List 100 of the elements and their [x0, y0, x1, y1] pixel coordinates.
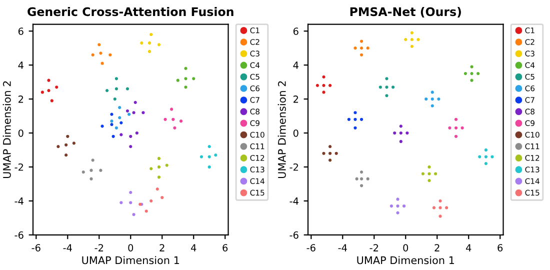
y-tick-label: -6 [14, 231, 24, 239]
point [454, 126, 458, 130]
point [360, 184, 364, 188]
point [129, 201, 132, 204]
point [385, 94, 388, 98]
point [98, 43, 101, 46]
point [366, 177, 370, 180]
point [355, 177, 358, 180]
point [165, 164, 168, 167]
point [438, 199, 442, 202]
point [148, 50, 152, 54]
point [366, 46, 370, 50]
point [360, 118, 364, 121]
point [132, 212, 136, 216]
point [114, 126, 118, 130]
point [82, 170, 85, 174]
y-tick-label: 2 [294, 96, 298, 103]
chart-title: PMSA-Net (Ours) [350, 7, 461, 18]
point [428, 165, 431, 169]
point [108, 53, 112, 56]
point [410, 44, 414, 48]
point [476, 72, 480, 76]
point [360, 40, 364, 43]
point [322, 84, 326, 87]
y-tick-label: 0 [18, 129, 24, 137]
y-tick-label: -2 [14, 163, 23, 171]
point [354, 46, 357, 50]
point [91, 158, 94, 162]
point [484, 148, 488, 152]
point [322, 75, 326, 79]
point [126, 109, 130, 112]
point [173, 126, 176, 130]
point [454, 134, 458, 138]
point [328, 158, 332, 162]
point [134, 100, 137, 104]
point [328, 152, 332, 155]
point [99, 52, 102, 55]
point [393, 131, 396, 135]
point [434, 172, 438, 176]
point [208, 155, 211, 158]
point [360, 46, 364, 50]
point [478, 155, 482, 158]
y-tick-label: 0 [293, 129, 298, 137]
point [157, 156, 161, 160]
point [129, 190, 132, 194]
point [402, 204, 406, 208]
x-tick-label: -6 [32, 244, 40, 252]
point [50, 99, 54, 102]
point [120, 121, 123, 124]
point [192, 77, 196, 80]
point [170, 108, 174, 111]
point [385, 86, 388, 89]
point [172, 118, 175, 121]
point [391, 86, 395, 89]
point [347, 118, 350, 121]
point [437, 97, 440, 101]
point [40, 90, 44, 94]
point [360, 177, 364, 180]
point [430, 90, 434, 94]
point [421, 172, 424, 176]
y-tick-label: 6 [293, 28, 298, 35]
point [464, 72, 468, 76]
point [432, 206, 436, 210]
point [354, 126, 357, 130]
x-tick-label: -4 [338, 244, 347, 252]
point [445, 206, 448, 210]
y-tick-label: 2 [18, 96, 23, 103]
point [118, 106, 122, 110]
point [322, 152, 326, 155]
point [470, 78, 474, 82]
point [208, 145, 211, 148]
point [396, 211, 400, 214]
point [399, 131, 402, 135]
point [114, 77, 118, 80]
point [56, 145, 60, 148]
y-tick-label: 4 [18, 62, 24, 69]
point [396, 204, 400, 208]
point [129, 134, 132, 138]
point [484, 162, 488, 166]
point [157, 176, 161, 179]
point [126, 87, 130, 90]
point [144, 210, 148, 213]
point [399, 124, 402, 128]
point [120, 133, 123, 136]
point [360, 53, 364, 56]
point [404, 38, 408, 42]
point [430, 104, 434, 108]
point [90, 177, 93, 180]
point [105, 88, 109, 92]
x-tick-label: -2 [370, 244, 378, 252]
x-tick-label: 0 [403, 244, 408, 252]
point [128, 112, 131, 116]
point [64, 154, 68, 157]
point [454, 118, 458, 121]
point [396, 198, 400, 201]
point [118, 116, 122, 120]
x-tick-label: 2 [160, 244, 164, 252]
point [322, 90, 326, 94]
point [406, 131, 409, 135]
point [64, 143, 68, 146]
